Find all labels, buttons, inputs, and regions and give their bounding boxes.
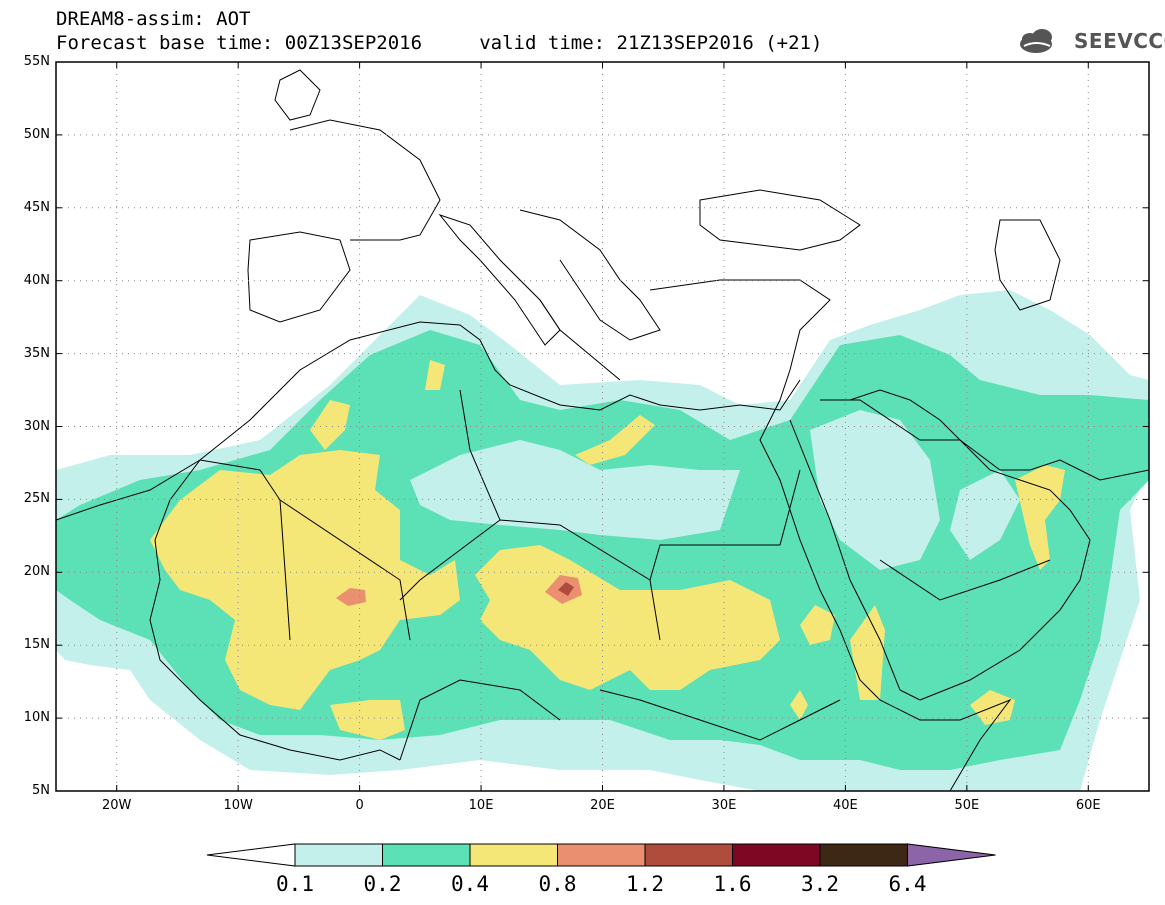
aot-contours [56, 290, 1149, 791]
aot-band-0.8-mali [336, 588, 366, 606]
aot-band-1.2-chad [558, 582, 574, 596]
lon-label: 0 [355, 798, 364, 813]
lon-label: 20W [102, 798, 132, 813]
colorbar-level-label: 0.2 [363, 872, 402, 896]
colorbar-level-label: 1.2 [626, 872, 664, 896]
lat-label: 50N [23, 126, 50, 142]
lat-label: 45N [23, 199, 50, 215]
colorbar-segment [294, 843, 383, 867]
colorbar-under-triangle [206, 843, 296, 867]
lat-label: 40N [23, 272, 50, 288]
lat-label: 5N [32, 783, 50, 798]
lat-label: 15N [23, 637, 50, 653]
aot-hole-east [950, 470, 1020, 560]
lat-label: 35N [23, 345, 50, 361]
lat-label: 55N [23, 54, 50, 69]
axis-ticks [56, 61, 1149, 792]
colorbar-level-label: 6.4 [888, 872, 927, 896]
aot-band-0.4-ethiopia [790, 690, 808, 720]
aot-band-0.4-sudan [800, 605, 835, 645]
colorbar-segment [469, 843, 558, 867]
lon-label: 60E [1075, 798, 1101, 813]
aot-band-0.4-nigeria [330, 700, 405, 740]
logo-text: SEEVCCC [1074, 29, 1165, 53]
lat-label: 25N [23, 491, 50, 507]
title-line-1: DREAM8-assim: AOT [56, 8, 251, 30]
aot-band-0.4-west [150, 450, 460, 710]
colorbar-segment [644, 843, 733, 867]
aot-hole-sahara [410, 440, 740, 540]
lon-label: 30E [711, 798, 737, 813]
coastlines [56, 69, 1149, 791]
lon-label: 40E [832, 798, 858, 813]
aot-band-0.4-north3 [575, 415, 655, 465]
colorbar-segment [732, 843, 821, 867]
aot-hole-arabia [810, 410, 940, 570]
aot-band-0.4-north2 [425, 360, 445, 390]
colorbar-segment [819, 843, 908, 867]
colorbar-level-label: 1.6 [713, 872, 752, 896]
colorbar-level-label: 0.8 [538, 872, 577, 896]
lon-label: 50E [954, 798, 980, 813]
colorbar-over-triangle [907, 843, 996, 867]
lat-label: 20N [23, 564, 50, 580]
colorbar [206, 843, 996, 867]
cloud-icon [1020, 29, 1052, 53]
lon-label: 10E [468, 798, 494, 813]
lon-label: 10W [223, 798, 253, 813]
colorbar-segment [557, 843, 646, 867]
seevccc-logo [1020, 29, 1052, 53]
colorbar-level-label: 0.4 [451, 872, 489, 896]
lat-label: 10N [23, 710, 50, 726]
lon-label: 20E [590, 798, 615, 813]
lat-label: 30N [23, 418, 50, 434]
aot-band-0.4-oman [1015, 465, 1065, 570]
colorbar-segment [382, 843, 471, 867]
graticule [56, 62, 1149, 791]
colorbar-level-label: 0.1 [276, 872, 314, 896]
aot-band-0.4-central [475, 545, 780, 690]
title-line-2: Forecast base time: 00Z13SEP2016 valid t… [56, 32, 823, 54]
aot-band-0.4-north1 [310, 400, 350, 450]
colorbar-level-label: 3.2 [801, 872, 839, 896]
